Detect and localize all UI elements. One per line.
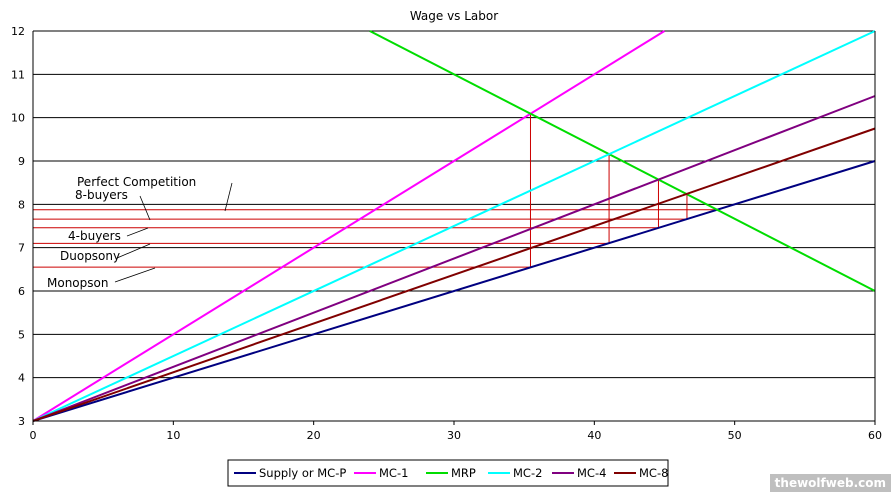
y-tick-label: 11 (11, 68, 25, 81)
legend-entry: MC-4 (577, 466, 606, 480)
series-mc-8 (32, 127, 876, 422)
legend-entry: MRP (451, 466, 476, 480)
y-tick-label: 4 (18, 372, 25, 385)
annotation-leader (126, 227, 149, 237)
x-tick-label: 50 (728, 429, 742, 442)
y-tick-label: 9 (18, 155, 25, 168)
x-tick-label: 20 (307, 429, 321, 442)
annotation-leader (139, 195, 151, 221)
x-tick-label: 40 (587, 429, 601, 442)
series-mrp (369, 30, 876, 292)
annotation-label: 4-buyers (68, 229, 121, 243)
legend-entry: MC-8 (639, 466, 668, 480)
y-tick-label: 3 (18, 415, 25, 428)
annotation-label: 8-buyers (75, 188, 128, 202)
watermark: thewolfweb.com (769, 474, 891, 492)
series-mc-4 (32, 95, 876, 422)
y-tick-label: 7 (18, 242, 25, 255)
y-tick-label: 8 (18, 198, 25, 211)
annotation-label: Monopson (47, 276, 108, 290)
series-mc-1 (32, 30, 666, 422)
legend-entry: Supply or MC-P (259, 466, 346, 480)
series-supply-or-mc-p (32, 160, 876, 422)
chart-title: Wage vs Labor (410, 9, 498, 23)
x-tick-label: 10 (166, 429, 180, 442)
x-tick-label: 0 (30, 429, 37, 442)
annotation-leader (114, 267, 156, 283)
y-tick-label: 6 (18, 285, 25, 298)
legend-entry: MC-2 (513, 466, 542, 480)
x-tick-label: 60 (868, 429, 882, 442)
annotation-leader (224, 182, 233, 212)
annotation-leader (116, 243, 151, 259)
x-tick-label: 30 (447, 429, 461, 442)
annotation-label: Duopsony (60, 249, 120, 263)
legend-entry: MC-1 (379, 466, 408, 480)
y-tick-label: 12 (11, 25, 25, 38)
annotation-label: Perfect Competition (77, 175, 196, 189)
series-mc-2 (32, 30, 876, 422)
y-tick-label: 10 (11, 112, 25, 125)
y-tick-label: 5 (18, 328, 25, 341)
